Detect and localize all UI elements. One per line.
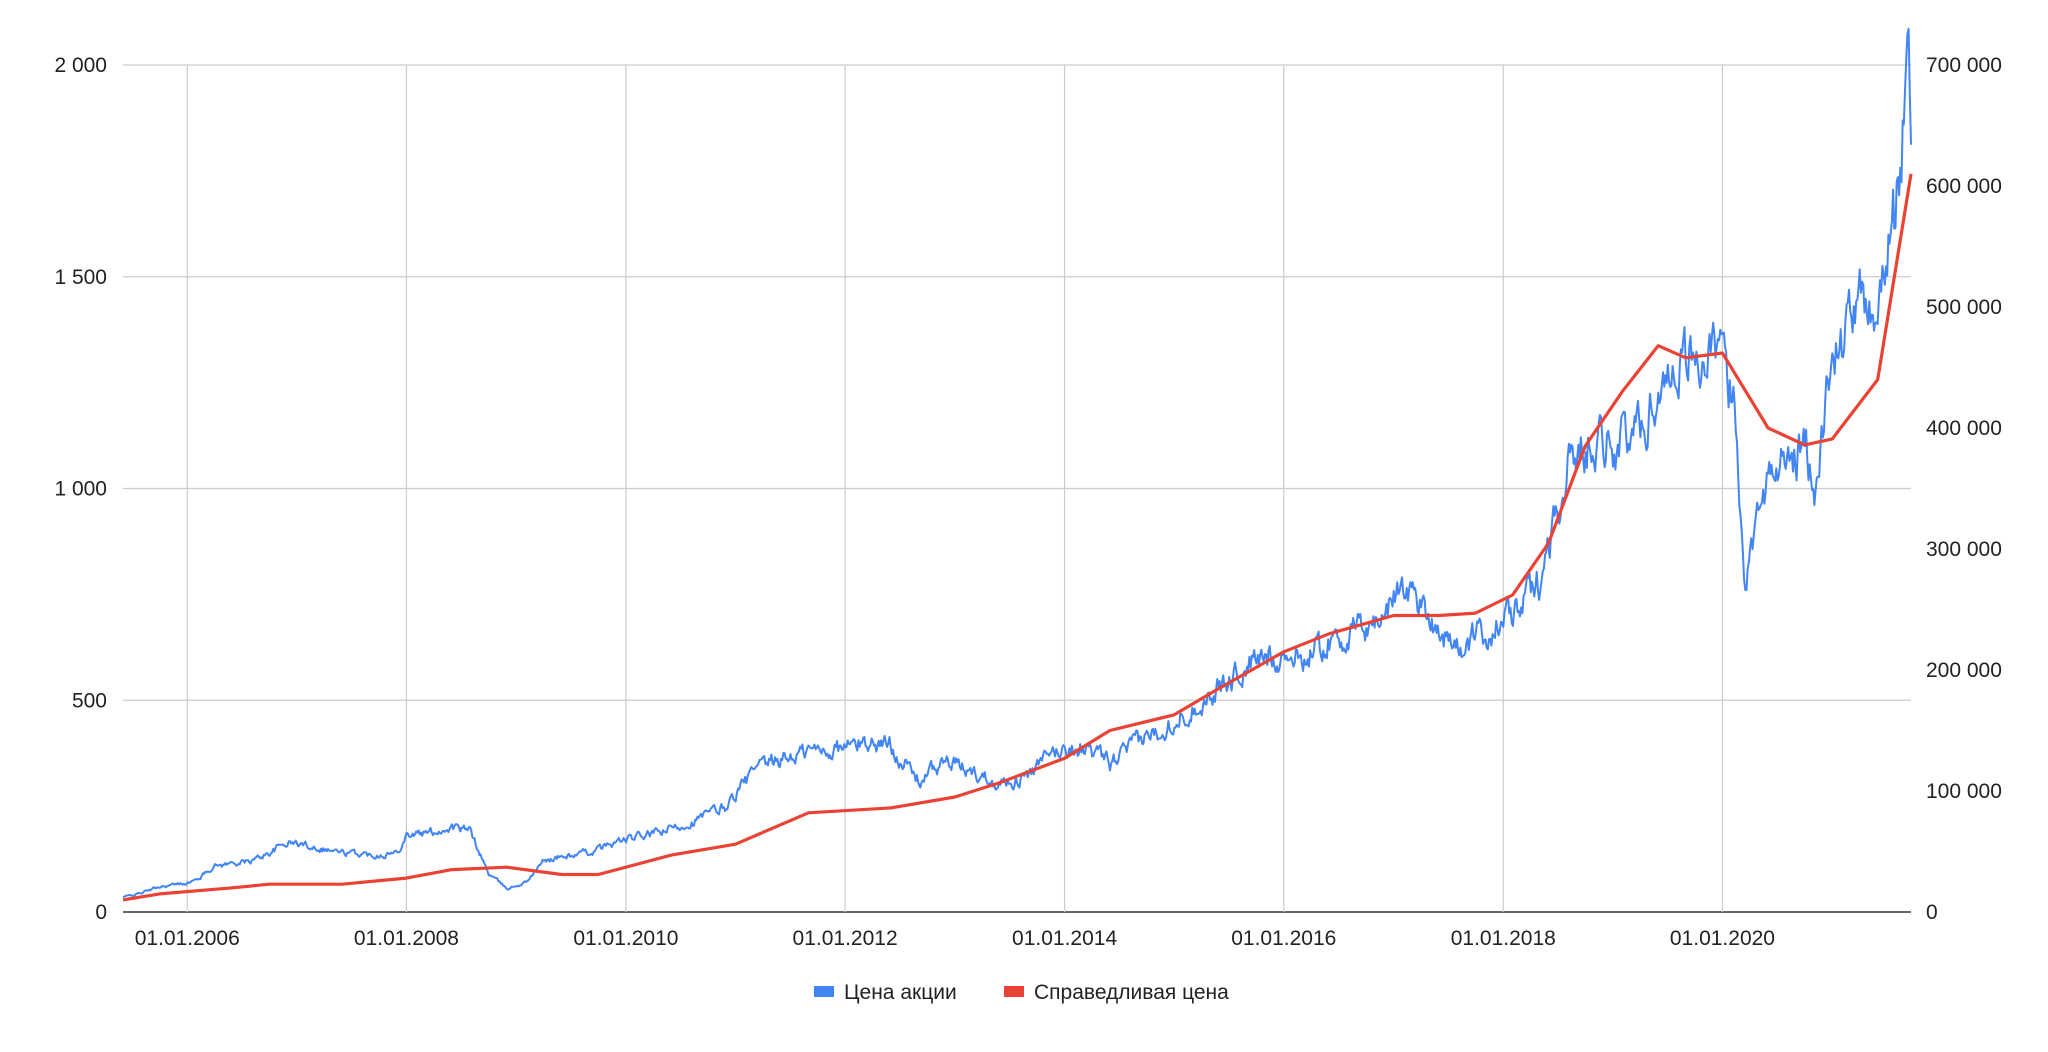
y-left-tick-label: 1 500 xyxy=(54,266,107,289)
x-tick-label: 01.01.2016 xyxy=(1231,927,1336,950)
legend-swatch-fair-price xyxy=(1004,986,1024,997)
y-left-tick-label: 0 xyxy=(95,901,107,924)
y-left-tick-label: 500 xyxy=(72,689,107,712)
y-right-tick-label: 300 000 xyxy=(1926,538,2002,561)
y-right-tick-label: 400 000 xyxy=(1926,417,2002,440)
legend[interactable]: Цена акции Справедливая цена xyxy=(814,981,1229,1004)
x-tick-label: 01.01.2008 xyxy=(354,927,459,950)
y-right-tick-label: 700 000 xyxy=(1926,54,2002,77)
legend-label-stock-price[interactable]: Цена акции xyxy=(844,981,957,1004)
legend-label-fair-price[interactable]: Справедливая цена xyxy=(1034,981,1229,1004)
y-right-tick-label: 0 xyxy=(1926,901,1938,924)
legend-swatch-stock-price xyxy=(814,986,834,997)
series-layer xyxy=(122,27,1913,902)
y-right-tick-label: 200 000 xyxy=(1926,659,2002,682)
y-left-tick-label: 1 000 xyxy=(54,478,107,501)
x-tick-label: 01.01.2010 xyxy=(573,927,678,950)
series-line-stock-price xyxy=(122,27,1912,899)
x-tick-label: 01.01.2006 xyxy=(135,927,240,950)
axis-layer: 0 500 1 000 1 500 2 000 0 100 000 200 000 300 00… xyxy=(54,54,2001,950)
x-tick-label: 01.01.2020 xyxy=(1670,927,1775,950)
x-tick-label: 01.01.2018 xyxy=(1451,927,1556,950)
y-right-tick-label: 100 000 xyxy=(1926,780,2002,803)
y-left-tick-label: 2 000 xyxy=(54,54,107,77)
x-tick-label: 01.01.2012 xyxy=(793,927,898,950)
y-right-tick-label: 500 000 xyxy=(1926,296,2002,319)
x-tick-label: 01.01.2014 xyxy=(1012,927,1117,950)
grid-layer xyxy=(123,64,1911,913)
y-right-tick-label: 600 000 xyxy=(1926,175,2002,198)
series-line-fair-price xyxy=(122,173,1913,902)
